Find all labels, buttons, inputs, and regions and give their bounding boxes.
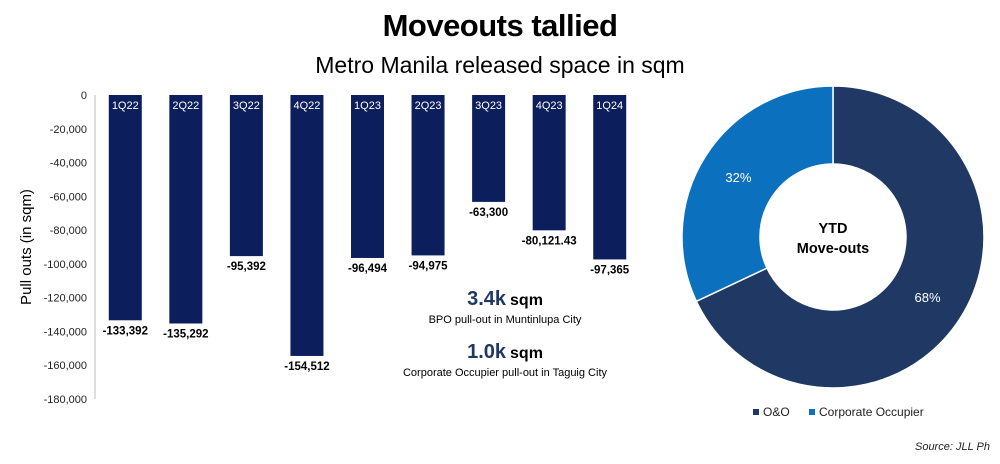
y-tick-label: -120,000 bbox=[44, 293, 87, 305]
bar-data-label: -133,392 bbox=[103, 325, 148, 337]
bar-data-label: -154,512 bbox=[284, 361, 329, 373]
y-tick-label: -140,000 bbox=[44, 326, 87, 338]
y-tick-label: -160,000 bbox=[44, 360, 87, 372]
legend-swatch bbox=[753, 409, 759, 415]
y-axis-title: Pull outs (in sqm) bbox=[18, 189, 35, 305]
source-note: Source: JLL Ph bbox=[914, 441, 990, 453]
legend-label: Corporate Occupier bbox=[819, 405, 924, 419]
y-tick-label: -40,000 bbox=[50, 158, 87, 170]
y-tick-label: -100,000 bbox=[44, 259, 87, 271]
annotation-text: Corporate Occupier pull-out in Taguig Ci… bbox=[403, 367, 608, 379]
annotation-number: 1.0k bbox=[467, 341, 507, 363]
bar-category-label: 4Q23 bbox=[536, 100, 563, 112]
annotation-text: BPO pull-out in Muntinlupa City bbox=[429, 314, 582, 326]
y-tick-label: -180,000 bbox=[44, 394, 87, 406]
annotation-unit: sqm bbox=[510, 292, 543, 309]
bar-data-label: -96,494 bbox=[348, 263, 388, 275]
bar-data-label: -135,292 bbox=[163, 328, 208, 340]
donut-slice bbox=[695, 85, 985, 389]
bar-data-label: -80,121.43 bbox=[522, 235, 577, 247]
bar bbox=[593, 95, 627, 260]
bar-data-label: -97,365 bbox=[590, 264, 630, 276]
bar bbox=[169, 95, 203, 324]
donut-slice bbox=[681, 85, 834, 303]
bar-category-label: 4Q22 bbox=[293, 100, 320, 112]
donut-center-label: Move-outs bbox=[797, 241, 870, 257]
legend-label: O&O bbox=[763, 405, 790, 419]
bar-category-label: 3Q23 bbox=[475, 100, 502, 112]
bar bbox=[472, 95, 506, 202]
bar bbox=[532, 95, 566, 231]
annotation-value: 3.4k sqm bbox=[467, 288, 543, 310]
bar-category-label: 2Q23 bbox=[415, 100, 442, 112]
bar-category-label: 1Q23 bbox=[354, 100, 381, 112]
chart-title: Moveouts tallied bbox=[382, 8, 618, 43]
bar bbox=[290, 95, 324, 356]
bar-category-label: 3Q22 bbox=[233, 100, 260, 112]
bar-category-label: 2Q22 bbox=[172, 100, 199, 112]
y-tick-label: -20,000 bbox=[50, 124, 87, 136]
y-tick-label: -60,000 bbox=[50, 191, 87, 203]
legend-swatch bbox=[809, 409, 815, 415]
y-tick-label: -80,000 bbox=[50, 225, 87, 237]
bar bbox=[351, 95, 384, 258]
bar-data-label: -94,975 bbox=[409, 260, 449, 272]
donut-data-label: 32% bbox=[725, 170, 751, 185]
y-tick-label: 0 bbox=[81, 90, 87, 102]
donut-center-label: YTD bbox=[819, 221, 848, 237]
bar bbox=[229, 95, 263, 257]
bar-category-label: 1Q22 bbox=[112, 100, 139, 112]
bar bbox=[411, 95, 445, 256]
annotation-unit: sqm bbox=[510, 345, 543, 362]
donut-data-label: 68% bbox=[915, 290, 941, 305]
bar-data-label: -95,392 bbox=[227, 261, 266, 273]
annotation-number: 3.4k bbox=[467, 288, 507, 310]
bar-data-label: -63,300 bbox=[469, 207, 508, 219]
chart-subtitle: Metro Manila released space in sqm bbox=[315, 52, 685, 78]
bar bbox=[108, 95, 142, 321]
bar-category-label: 1Q24 bbox=[596, 100, 623, 112]
annotation-value: 1.0k sqm bbox=[467, 341, 543, 363]
